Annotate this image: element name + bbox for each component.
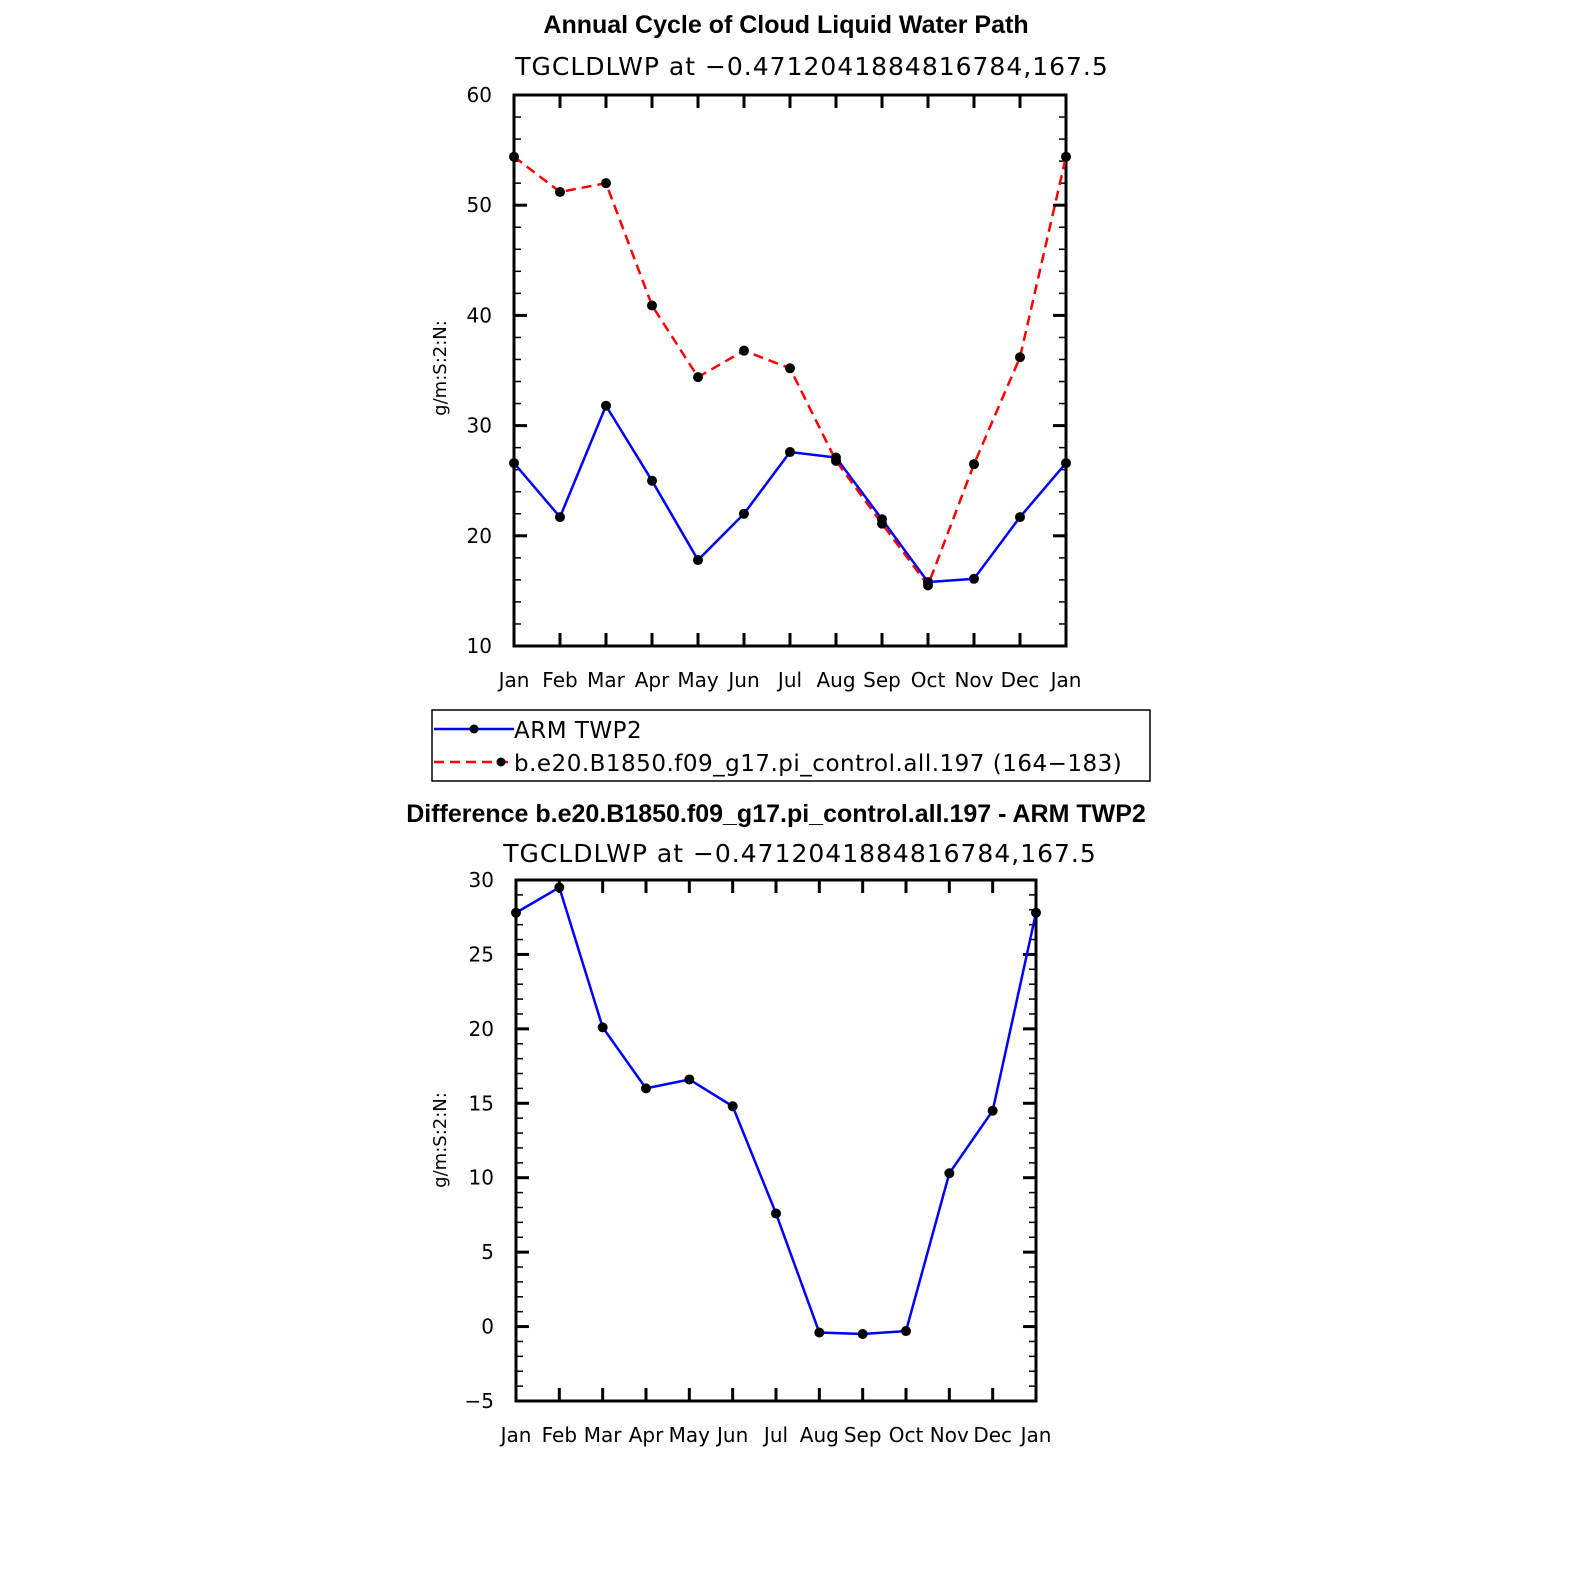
x-tick-label: May xyxy=(669,1423,711,1447)
data-point xyxy=(739,345,749,356)
x-tick-label: Mar xyxy=(587,668,626,692)
legend-label-model: b.e20.B1850.f09_g17.pi_control.all.197 (… xyxy=(514,751,1122,777)
data-point xyxy=(693,555,703,566)
y-axis-label: g/m:S:2:N: xyxy=(430,1092,451,1188)
legend-box xyxy=(431,709,1151,782)
data-point xyxy=(785,447,795,458)
data-point xyxy=(647,300,657,311)
data-point xyxy=(1015,352,1025,363)
data-point xyxy=(597,1022,608,1033)
x-tick-label: Jun xyxy=(715,1423,748,1447)
data-point xyxy=(601,400,611,411)
legend: ARM TWP2 b.e20.B1850.f09_g17.pi_control.… xyxy=(431,709,1151,782)
legend-label-arm: ARM TWP2 xyxy=(514,718,642,744)
x-tick-label: Feb xyxy=(542,1423,577,1447)
y-tick-label: 20 xyxy=(469,1017,494,1041)
data-point xyxy=(1031,907,1041,918)
y-tick-label: 30 xyxy=(469,868,494,892)
x-tick-label: Dec xyxy=(1001,668,1040,692)
data-point xyxy=(509,458,519,469)
y-tick-label: 10 xyxy=(467,634,492,658)
y-tick-label: −5 xyxy=(465,1389,494,1413)
x-tick-label: Jun xyxy=(726,668,759,692)
y-tick-label: 15 xyxy=(469,1091,494,1115)
y-tick-label: 0 xyxy=(481,1315,494,1339)
x-tick-label: Oct xyxy=(911,668,946,692)
x-tick-label: Aug xyxy=(816,668,855,692)
data-point xyxy=(739,508,749,519)
legend-marker-model xyxy=(496,757,506,767)
data-point xyxy=(1061,151,1071,162)
data-point xyxy=(987,1105,998,1116)
legend-marker-arm xyxy=(469,724,479,734)
data-point xyxy=(901,1326,911,1337)
data-point xyxy=(555,186,565,197)
x-tick-label: May xyxy=(677,668,719,692)
x-tick-label: Feb xyxy=(542,668,577,692)
x-tick-label: Mar xyxy=(584,1423,623,1447)
x-tick-label: Nov xyxy=(930,1423,969,1447)
x-tick-label: Sep xyxy=(844,1423,882,1447)
plot-frame xyxy=(514,878,1038,1403)
x-tick-label: Apr xyxy=(629,1423,664,1447)
y-tick-label: 20 xyxy=(467,524,492,548)
y-tick-label: 30 xyxy=(467,414,492,438)
y-tick-label: 50 xyxy=(467,193,492,217)
x-tick-label: Sep xyxy=(863,668,901,692)
x-tick-label: Jan xyxy=(499,1423,532,1447)
data-point xyxy=(969,459,979,470)
y-tick-label: 10 xyxy=(469,1166,494,1190)
data-point xyxy=(641,1083,651,1094)
x-tick-label: Oct xyxy=(889,1423,924,1447)
data-point xyxy=(727,1101,738,1112)
x-tick-label: Aug xyxy=(800,1423,839,1447)
chart-subtitle: TGCLDLWP at −0.4712041884816784,167.5 xyxy=(514,52,1109,81)
data-point xyxy=(877,518,887,529)
data-point xyxy=(1061,458,1071,469)
x-tick-label: Jul xyxy=(776,668,802,692)
data-point xyxy=(511,907,521,918)
chart-title: Difference b.e20.B1850.f09_g17.pi_contro… xyxy=(406,800,1146,828)
data-point xyxy=(601,178,611,189)
x-tick-label: Jul xyxy=(762,1423,788,1447)
chart-title: Annual Cycle of Cloud Liquid Water Path xyxy=(543,11,1028,39)
data-point xyxy=(684,1074,695,1085)
data-point xyxy=(857,1329,868,1340)
series-line-0 xyxy=(513,403,1067,584)
chart-subtitle: TGCLDLWP at −0.4712041884816784,167.5 xyxy=(502,839,1097,868)
data-point xyxy=(923,580,933,591)
y-tick-label: 25 xyxy=(469,942,494,966)
data-point xyxy=(814,1327,825,1338)
y-axis-label: g/m:S:2:N: xyxy=(430,320,451,416)
x-tick-label: Apr xyxy=(635,668,670,692)
x-tick-label: Jan xyxy=(1049,668,1082,692)
data-point xyxy=(969,573,979,584)
data-point xyxy=(944,1168,955,1179)
y-tick-label: 40 xyxy=(467,303,492,327)
y-tick-label: 5 xyxy=(481,1240,494,1264)
data-point xyxy=(693,372,703,383)
difference-chart: Difference b.e20.B1850.f09_g17.pi_contro… xyxy=(406,800,1146,1447)
data-point xyxy=(831,455,841,466)
x-tick-label: Jan xyxy=(1019,1423,1052,1447)
annual-cycle-chart: Annual Cycle of Cloud Liquid Water Path … xyxy=(430,11,1109,692)
data-point xyxy=(785,363,795,374)
y-tick-label: 60 xyxy=(467,83,492,107)
data-point xyxy=(1015,512,1025,523)
x-tick-label: Jan xyxy=(497,668,530,692)
x-tick-label: Nov xyxy=(954,668,993,692)
x-tick-label: Dec xyxy=(973,1423,1012,1447)
data-point xyxy=(771,1208,781,1219)
data-point xyxy=(509,151,519,162)
data-point xyxy=(555,512,565,523)
data-point xyxy=(647,475,657,486)
data-point xyxy=(554,882,565,893)
series-line-0 xyxy=(515,885,1038,1336)
